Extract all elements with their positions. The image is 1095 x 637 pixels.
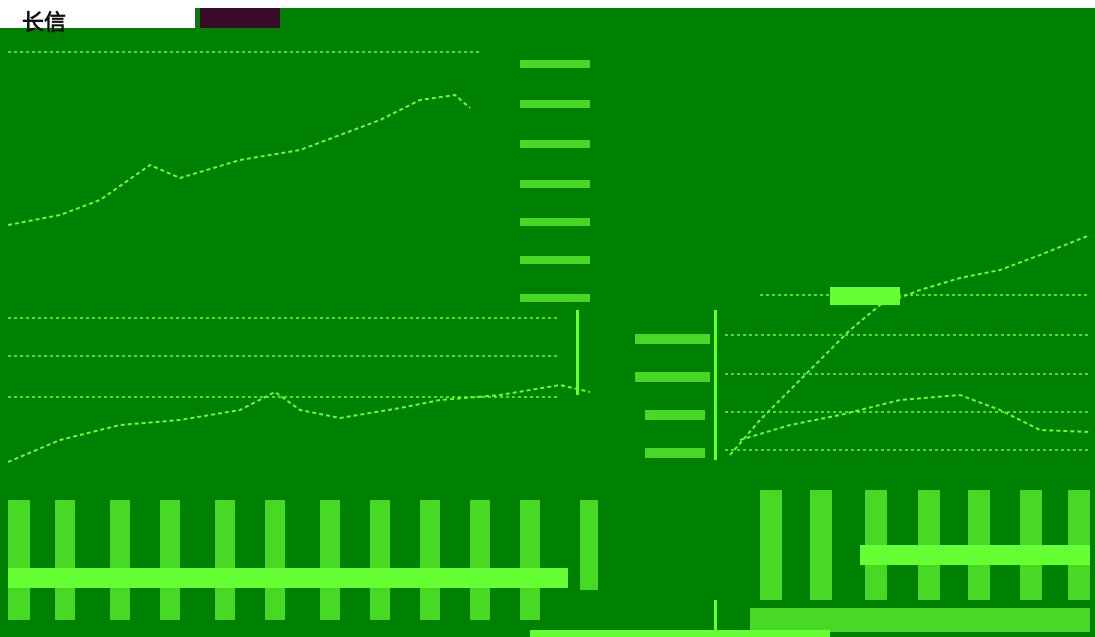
noise [810,490,832,600]
noise [55,500,75,620]
noise [1020,490,1042,600]
trace [7,93,471,226]
vertical-bar [576,310,579,395]
noise [520,60,590,68]
noise [918,490,940,600]
top-strip [195,8,1095,30]
noise [520,180,590,188]
vertical-bar [714,600,717,637]
noise [635,372,710,382]
vertical-bar [714,310,717,460]
noise [580,500,598,590]
noise [645,448,705,458]
noise [520,294,590,302]
noise [470,500,490,620]
noise [215,500,235,620]
noise [968,490,990,600]
noise [1068,490,1090,600]
strip [530,630,830,637]
noise [265,500,285,620]
noise [420,500,440,620]
noise [750,608,1090,632]
noise [110,500,130,620]
noise [520,256,590,264]
strip [830,287,900,305]
title: 长信 [22,10,66,36]
noise [520,140,590,148]
noise [520,218,590,226]
green-panel [0,28,1095,637]
noise-columns [8,60,1090,632]
noise [160,500,180,620]
noise [520,500,540,620]
noise [865,490,887,600]
noise [8,500,30,620]
noise [370,500,390,620]
noise [520,100,590,108]
noise [645,410,705,420]
noise [760,490,782,600]
dotted-lines [8,51,1090,451]
noise [320,500,340,620]
top-block [200,8,280,28]
trace [7,383,591,463]
noise [635,334,710,344]
